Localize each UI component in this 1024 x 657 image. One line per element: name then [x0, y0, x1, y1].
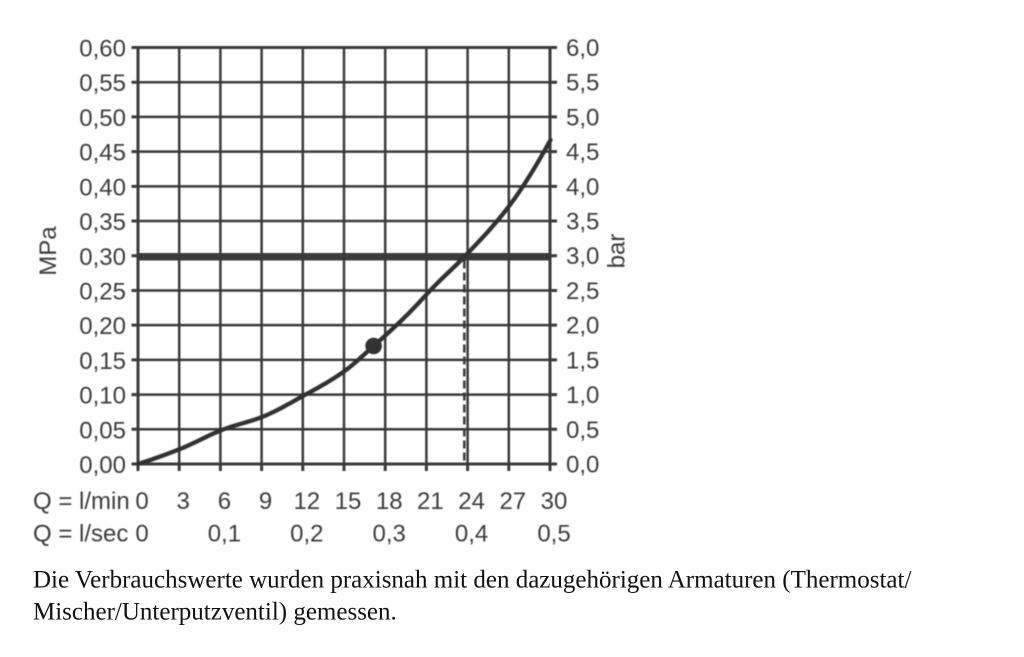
svg-text:24: 24 [458, 488, 485, 515]
svg-text:0,25: 0,25 [79, 279, 126, 306]
svg-text:30: 30 [541, 488, 568, 515]
svg-text:0,2: 0,2 [290, 521, 323, 548]
svg-text:0,00: 0,00 [79, 452, 126, 479]
svg-text:0,45: 0,45 [79, 140, 126, 167]
svg-text:bar: bar [604, 234, 631, 269]
svg-text:5,0: 5,0 [566, 104, 599, 131]
svg-text:2,0: 2,0 [566, 313, 599, 340]
svg-text:Q = l/sec: Q = l/sec [33, 521, 128, 548]
svg-text:0,5: 0,5 [566, 417, 599, 444]
svg-text:0,20: 0,20 [79, 313, 126, 340]
svg-text:0,55: 0,55 [79, 70, 126, 97]
svg-text:12: 12 [293, 488, 320, 515]
svg-text:27: 27 [499, 488, 526, 515]
svg-text:2,5: 2,5 [566, 278, 599, 305]
svg-text:3: 3 [177, 488, 190, 515]
svg-text:Q = l/min: Q = l/min [33, 488, 130, 515]
svg-text:0,10: 0,10 [79, 383, 126, 410]
svg-text:0,35: 0,35 [79, 209, 126, 236]
svg-text:6: 6 [218, 488, 231, 515]
svg-text:0,60: 0,60 [79, 36, 126, 63]
svg-text:MPa: MPa [35, 226, 62, 276]
svg-text:4,5: 4,5 [566, 139, 599, 166]
svg-text:0,50: 0,50 [79, 105, 126, 132]
svg-text:3,0: 3,0 [566, 243, 599, 270]
svg-text:0,15: 0,15 [79, 348, 126, 375]
svg-text:Mischer/Unterputzventil) gemes: Mischer/Unterputzventil) gemessen. [33, 599, 397, 626]
svg-text:1,5: 1,5 [566, 347, 599, 374]
svg-text:3,5: 3,5 [566, 209, 599, 236]
svg-text:0,05: 0,05 [79, 417, 126, 444]
svg-text:0,4: 0,4 [455, 521, 488, 548]
svg-text:5,5: 5,5 [566, 70, 599, 97]
svg-text:15: 15 [335, 488, 362, 515]
svg-text:0,40: 0,40 [79, 174, 126, 201]
svg-text:1,0: 1,0 [566, 382, 599, 409]
svg-text:0: 0 [135, 521, 148, 548]
svg-text:0,0: 0,0 [566, 452, 599, 479]
svg-text:4,0: 4,0 [566, 174, 599, 201]
svg-text:21: 21 [417, 488, 444, 515]
svg-text:0,30: 0,30 [79, 244, 126, 271]
svg-text:0,3: 0,3 [373, 521, 406, 548]
svg-text:Die Verbrauchswerte wurden pra: Die Verbrauchswerte wurden praxisnah mit… [33, 567, 911, 594]
svg-text:0,5: 0,5 [537, 521, 570, 548]
svg-text:9: 9 [259, 488, 272, 515]
svg-text:0,1: 0,1 [208, 521, 241, 548]
svg-text:0: 0 [135, 488, 148, 515]
svg-text:6,0: 6,0 [566, 35, 599, 62]
svg-text:18: 18 [376, 488, 403, 515]
